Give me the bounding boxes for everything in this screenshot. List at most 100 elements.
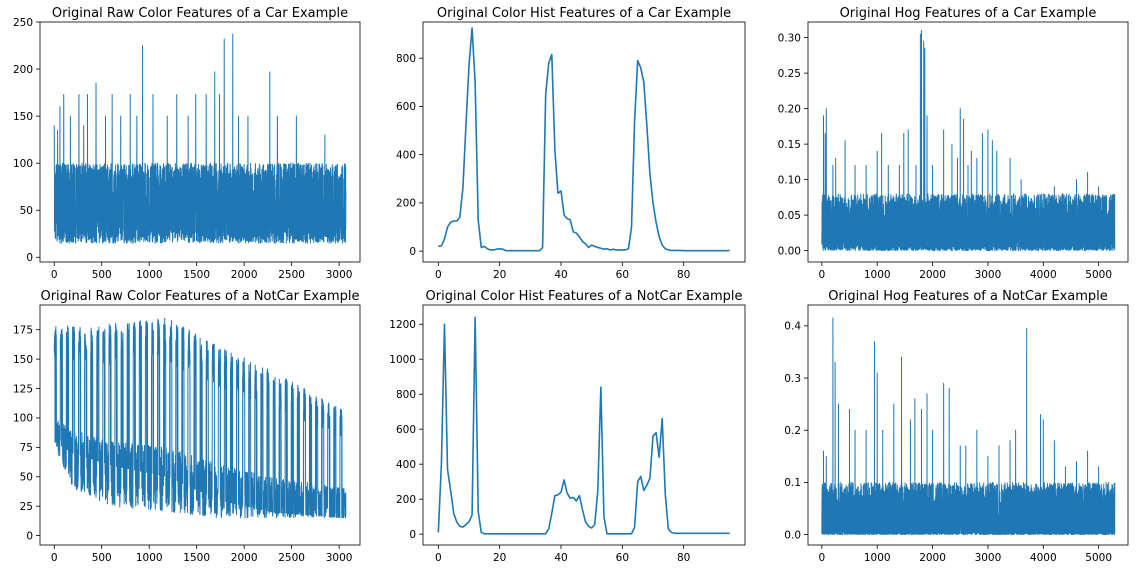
x-tick-label: 0 <box>51 552 58 564</box>
x-tick-label: 500 <box>92 269 112 281</box>
x-tick-label: 2000 <box>231 552 258 564</box>
y-tick-label: 0.1 <box>784 477 801 489</box>
y-tick-label: 250 <box>13 17 33 29</box>
x-tick-label: 2000 <box>231 269 258 281</box>
y-tick-label: 125 <box>13 383 33 395</box>
y-tick-label: 0.15 <box>778 139 801 151</box>
x-tick-label: 0 <box>818 269 825 281</box>
y-tick-label: 25 <box>20 501 33 513</box>
x-tick-label: 2000 <box>919 269 946 281</box>
y-tick-label: 150 <box>13 111 33 123</box>
subplot-title: Original Color Hist Features of a Car Ex… <box>437 6 731 21</box>
y-tick-label: 600 <box>396 101 416 113</box>
subplot-title: Original Raw Color Features of a NotCar … <box>40 289 359 304</box>
subplot-title: Original Hog Features of a Car Example <box>840 6 1097 21</box>
y-tick-label: 0.3 <box>784 373 801 385</box>
y-tick-label: 1000 <box>389 354 416 366</box>
y-tick-label: 75 <box>20 442 33 454</box>
axes-frame <box>422 21 746 263</box>
axes-frame <box>39 304 361 546</box>
y-tick-label: 0.2 <box>784 425 801 437</box>
y-tick-label: 175 <box>13 325 33 337</box>
subplot-2: Original Color Hist Features of a Car Ex… <box>396 6 746 281</box>
y-tick-label: 50 <box>20 205 33 217</box>
y-tick-label: 50 <box>20 472 33 484</box>
y-tick-label: 150 <box>13 354 33 366</box>
subplot-title: Original Hog Features of a NotCar Exampl… <box>828 289 1108 304</box>
x-tick-label: 20 <box>493 552 506 564</box>
y-tick-label: 0 <box>409 246 416 258</box>
axes-frame <box>422 304 746 546</box>
x-tick-label: 0 <box>818 552 825 564</box>
series-line <box>821 30 1116 252</box>
x-tick-label: 40 <box>554 552 567 564</box>
x-tick-label: 5000 <box>1085 552 1112 564</box>
y-tick-label: 0.25 <box>778 68 801 80</box>
x-tick-label: 1000 <box>136 269 163 281</box>
x-tick-label: 20 <box>493 269 506 281</box>
subplot-1: Original Raw Color Features of a Car Exa… <box>13 6 361 281</box>
axes-frame <box>807 21 1129 263</box>
y-tick-label: 100 <box>13 158 33 170</box>
x-tick-label: 60 <box>616 269 629 281</box>
x-tick-label: 3000 <box>975 269 1002 281</box>
x-tick-label: 3000 <box>326 269 353 281</box>
x-tick-label: 2500 <box>278 269 305 281</box>
y-tick-label: 100 <box>13 413 33 425</box>
x-tick-label: 1500 <box>183 269 210 281</box>
series-line <box>437 316 730 535</box>
x-tick-label: 80 <box>677 552 690 564</box>
axes-frame <box>39 21 361 263</box>
y-tick-label: 200 <box>396 198 416 210</box>
x-tick-label: 2500 <box>278 552 305 564</box>
axes-frame <box>807 304 1129 546</box>
y-tick-label: 0 <box>409 529 416 541</box>
y-tick-label: 200 <box>13 64 33 76</box>
subplot-title: Original Color Hist Features of a NotCar… <box>426 289 743 304</box>
subplot-3: Original Hog Features of a Car Example 0 1… <box>778 6 1129 281</box>
y-tick-label: 600 <box>396 424 416 436</box>
x-tick-label: 500 <box>92 552 112 564</box>
x-tick-label: 2000 <box>919 552 946 564</box>
y-tick-label: 800 <box>396 389 416 401</box>
x-tick-label: 1000 <box>136 552 163 564</box>
y-tick-label: 0.10 <box>778 174 801 186</box>
x-tick-label: 0 <box>435 269 442 281</box>
y-tick-label: 0.20 <box>778 103 801 115</box>
x-tick-label: 3000 <box>975 552 1002 564</box>
y-tick-label: 200 <box>396 494 416 506</box>
y-tick-label: 0.30 <box>778 32 801 44</box>
x-tick-label: 60 <box>616 552 629 564</box>
subplot-title: Original Raw Color Features of a Car Exa… <box>52 6 348 21</box>
x-tick-label: 1500 <box>183 552 210 564</box>
x-tick-label: 80 <box>677 269 690 281</box>
x-tick-label: 1000 <box>864 269 891 281</box>
y-tick-label: 0.4 <box>784 321 801 333</box>
subplot-5: Original Color Hist Features of a NotCar… <box>389 289 746 564</box>
series-line <box>53 33 347 244</box>
x-tick-label: 4000 <box>1030 552 1057 564</box>
series-line <box>438 27 730 252</box>
x-tick-label: 5000 <box>1085 269 1112 281</box>
y-tick-label: 0.00 <box>778 245 801 257</box>
y-tick-label: 800 <box>396 53 416 65</box>
x-tick-label: 3000 <box>326 552 353 564</box>
y-tick-label: 0.05 <box>778 210 801 222</box>
y-tick-label: 400 <box>396 459 416 471</box>
y-tick-label: 0 <box>26 530 33 542</box>
x-tick-label: 0 <box>435 552 442 564</box>
x-tick-label: 4000 <box>1030 269 1057 281</box>
series-line <box>821 317 1116 536</box>
x-tick-label: 40 <box>554 269 567 281</box>
y-tick-label: 1200 <box>389 319 416 331</box>
y-tick-label: 400 <box>396 149 416 161</box>
subplot-6: Original Hog Features of a NotCar Exampl… <box>784 289 1129 564</box>
x-tick-label: 0 <box>51 269 58 281</box>
subplot-4: Original Raw Color Features of a NotCar … <box>13 289 361 564</box>
series-line <box>53 317 347 519</box>
x-tick-label: 1000 <box>864 552 891 564</box>
y-tick-label: 0 <box>26 252 33 264</box>
y-tick-label: 0.0 <box>784 529 801 541</box>
